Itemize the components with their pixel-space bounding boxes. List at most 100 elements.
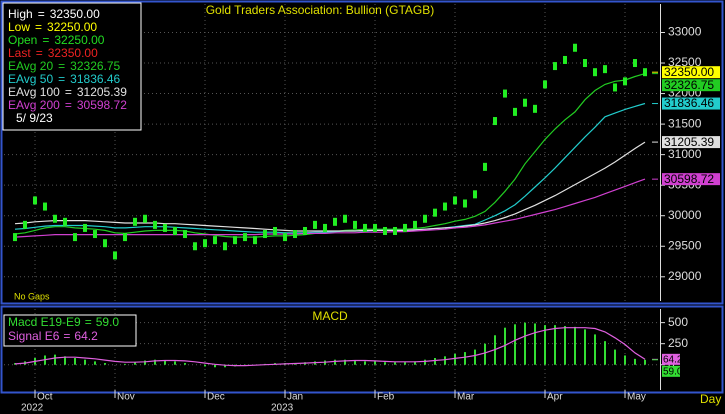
macd-legend-box <box>3 314 137 347</box>
price-bar <box>423 214 427 223</box>
note: No Gaps <box>14 291 50 301</box>
value-tag <box>662 173 720 186</box>
price-bar <box>543 80 547 89</box>
period: Day <box>700 392 721 406</box>
price-bar <box>453 196 457 205</box>
price-bar <box>13 233 17 242</box>
x-year-label: 2023 <box>271 403 294 414</box>
price-bar <box>193 242 197 251</box>
info-sep: = <box>65 85 72 99</box>
chart-title: Gold Traders Association: Bullion (GTAGB… <box>206 3 435 17</box>
price-bar <box>263 230 267 239</box>
info-row: Open = 32250.00 <box>8 33 105 47</box>
price-bar <box>523 98 527 107</box>
legend-entry: Macd E19-E9 = 59.0 <box>8 315 119 329</box>
info-row: EAvg 100 = 31205.39 <box>8 85 127 99</box>
y-tick-label: 31000 <box>668 147 702 161</box>
legend-value: 64.2 <box>74 329 98 343</box>
price-bar <box>353 220 357 229</box>
legend-value: 59.0 <box>96 315 120 329</box>
value-tag-label: 31836.46 <box>664 96 714 110</box>
price-bar <box>103 239 107 248</box>
info-row: EAvg 20 = 32326.75 <box>8 59 121 73</box>
info-name: EAvg 50 <box>8 72 53 86</box>
price-bar <box>593 68 597 77</box>
legend-name: Signal E6 <box>8 329 60 343</box>
x-tick-label: May <box>627 392 646 403</box>
info-box <box>2 2 142 131</box>
y-tick-label: 32500 <box>668 55 702 69</box>
legend-sep: = <box>63 329 70 343</box>
price-bar <box>313 220 317 229</box>
price-bar <box>573 43 577 52</box>
signal-line <box>14 327 646 367</box>
info-value: 31205.39 <box>77 85 127 99</box>
info-sep: = <box>42 33 49 47</box>
info-date: 5/ 9/23 <box>16 111 53 125</box>
info-name: EAvg 200 <box>8 98 60 112</box>
x-tick-label: Oct <box>37 392 53 403</box>
price-bar <box>303 226 307 235</box>
value-tag <box>662 136 720 149</box>
average-line <box>14 102 646 234</box>
price-bar <box>493 117 497 126</box>
info-row: Low = 32250.00 <box>8 20 97 34</box>
price-bar <box>73 233 77 242</box>
value-tag <box>662 79 720 92</box>
info-value: 31836.46 <box>70 72 120 86</box>
price-bar <box>203 239 207 248</box>
legend-sep: = <box>85 315 92 329</box>
price-bar <box>163 223 167 232</box>
price-bar <box>93 230 97 239</box>
info-value: 32250.00 <box>54 33 104 47</box>
price-bar <box>123 233 127 242</box>
value-tag-label: 31205.39 <box>664 135 714 149</box>
y-tick-label: 33000 <box>668 25 702 39</box>
y-tick-label: 29500 <box>668 238 702 252</box>
value-tag <box>662 365 680 377</box>
legend-entry: Signal E6 = 64.2 <box>8 329 98 343</box>
x-tick-label: Mar <box>457 392 475 403</box>
info-sep: = <box>38 7 45 21</box>
price-bar <box>413 220 417 229</box>
price-bar <box>183 230 187 239</box>
info-row: EAvg 200 = 30598.72 <box>8 98 127 112</box>
info-value: 32326.75 <box>70 59 120 73</box>
value-tag <box>662 66 720 79</box>
info-row: High = 32350.00 <box>8 7 100 21</box>
price-bar <box>483 162 487 171</box>
y-tick-label: 250 <box>668 336 688 350</box>
price-bar <box>643 68 647 77</box>
info-value: 32350.00 <box>50 7 100 21</box>
price-bar <box>583 59 587 68</box>
info-name: EAvg 100 <box>8 85 60 99</box>
price-bar <box>603 65 607 74</box>
x-year-label: 2022 <box>21 403 44 414</box>
info-value: 30598.72 <box>77 98 127 112</box>
price-bar <box>323 223 327 232</box>
price-bar <box>503 89 507 98</box>
value-tag-label: 32326.75 <box>664 78 714 92</box>
price-bar <box>113 251 117 260</box>
price-bar <box>83 223 87 232</box>
info-name: High <box>8 7 33 21</box>
price-bar <box>143 214 147 223</box>
info-sep: = <box>65 98 72 112</box>
price-bar <box>213 236 217 245</box>
info-value: 32350.00 <box>48 46 98 60</box>
price-bar <box>223 242 227 251</box>
price-bar <box>563 55 567 64</box>
value-tag <box>662 97 720 110</box>
info-sep: = <box>58 59 65 73</box>
info-sep: = <box>58 72 65 86</box>
info-sep: = <box>36 46 43 60</box>
info-name: Open <box>8 33 37 47</box>
value-tag <box>662 353 680 365</box>
plot <box>13 43 647 368</box>
price-bar <box>133 217 137 226</box>
price-bar <box>33 196 37 205</box>
price-bar <box>403 223 407 232</box>
price-bar <box>533 104 537 113</box>
